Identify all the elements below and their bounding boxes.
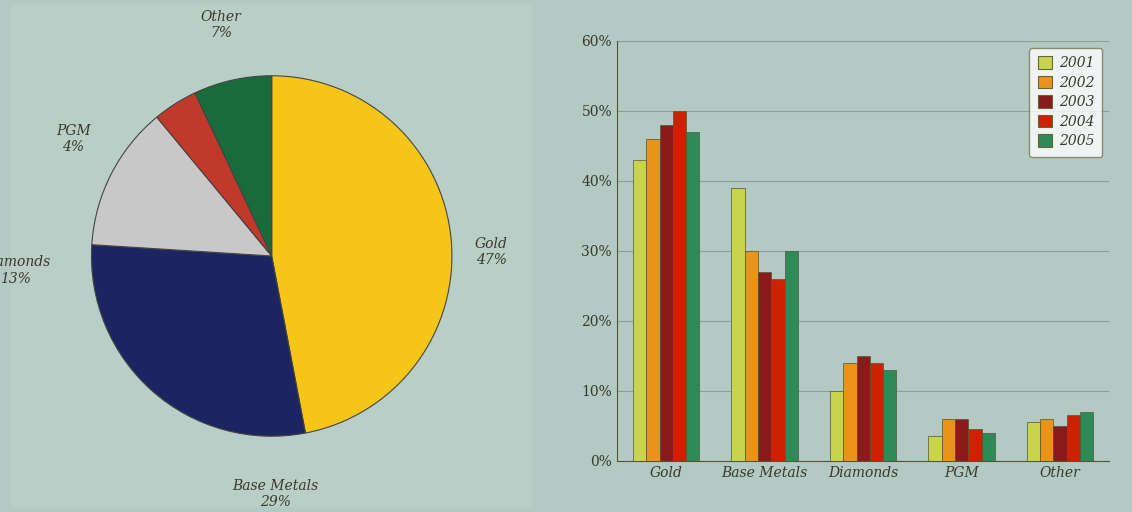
Bar xyxy=(1027,422,1040,461)
Legend: 2001, 2002, 2003, 2004, 2005: 2001, 2002, 2003, 2004, 2005 xyxy=(1029,48,1103,157)
Bar xyxy=(928,436,942,461)
Wedge shape xyxy=(92,117,272,256)
Bar xyxy=(955,419,968,461)
Bar xyxy=(1066,415,1080,461)
Wedge shape xyxy=(272,76,452,433)
Text: PGM
4%: PGM 4% xyxy=(57,124,91,154)
Bar xyxy=(660,125,672,461)
Bar xyxy=(1080,412,1094,461)
Bar xyxy=(1040,419,1054,461)
Bar xyxy=(672,111,686,461)
Bar xyxy=(731,188,745,461)
Bar xyxy=(686,132,700,461)
Bar xyxy=(633,160,646,461)
Bar xyxy=(745,251,758,461)
Wedge shape xyxy=(195,76,272,256)
Bar xyxy=(1054,426,1066,461)
Bar xyxy=(968,429,981,461)
Wedge shape xyxy=(92,245,306,436)
Bar xyxy=(869,363,883,461)
Bar xyxy=(784,251,798,461)
Bar xyxy=(981,433,995,461)
Bar xyxy=(942,419,955,461)
Bar xyxy=(883,370,897,461)
Bar xyxy=(758,272,771,461)
Bar xyxy=(771,279,784,461)
Text: Base Metals
29%: Base Metals 29% xyxy=(232,479,318,509)
Text: Gold
47%: Gold 47% xyxy=(475,237,508,267)
Wedge shape xyxy=(157,93,272,256)
Bar xyxy=(830,391,843,461)
Bar xyxy=(857,356,869,461)
Text: Diamonds
13%: Diamonds 13% xyxy=(0,255,51,286)
Bar xyxy=(646,139,660,461)
Bar xyxy=(843,363,857,461)
Text: Other
7%: Other 7% xyxy=(200,10,241,40)
